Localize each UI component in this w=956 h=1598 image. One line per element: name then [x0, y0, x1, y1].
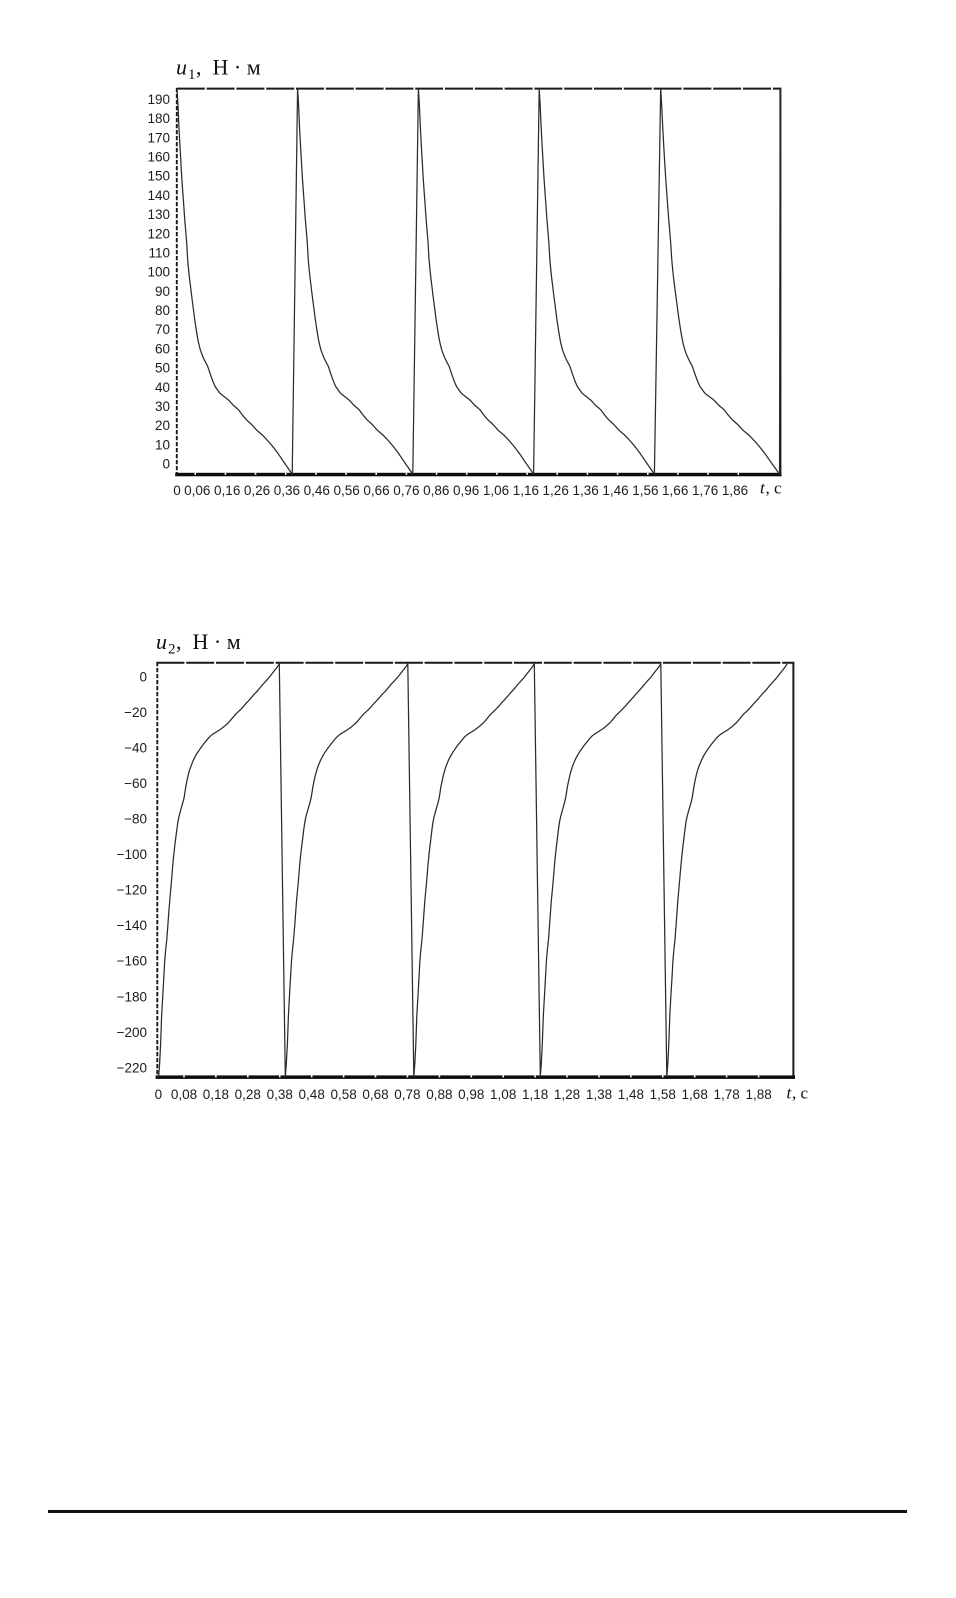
svg-text:90: 90	[155, 284, 170, 299]
svg-text:1,58: 1,58	[650, 1087, 676, 1102]
svg-text:0,98: 0,98	[458, 1087, 484, 1102]
svg-text:−100: −100	[117, 847, 147, 862]
svg-text:1,78: 1,78	[713, 1087, 739, 1102]
svg-text:0,28: 0,28	[235, 1087, 261, 1102]
svg-text:150: 150	[147, 169, 170, 184]
svg-text:1: 1	[188, 67, 196, 83]
svg-text:0,88: 0,88	[426, 1087, 452, 1102]
svg-text:0: 0	[139, 670, 147, 685]
svg-text:0,78: 0,78	[394, 1087, 420, 1102]
svg-text:40: 40	[155, 380, 170, 395]
svg-text:1,66: 1,66	[662, 483, 688, 498]
svg-text:80: 80	[155, 303, 170, 318]
svg-text:70: 70	[155, 322, 170, 337]
svg-text:0,76: 0,76	[393, 483, 419, 498]
svg-text:−220: −220	[117, 1060, 147, 1075]
svg-text:u: u	[156, 629, 167, 654]
svg-text:1,76: 1,76	[692, 483, 718, 498]
svg-text:0,16: 0,16	[214, 483, 240, 498]
svg-text:1,86: 1,86	[722, 483, 748, 498]
svg-text:t: t	[787, 1084, 793, 1103]
svg-text:60: 60	[155, 341, 170, 356]
svg-text:170: 170	[147, 130, 170, 145]
svg-text:1,28: 1,28	[554, 1087, 580, 1102]
svg-text:20: 20	[155, 418, 170, 433]
svg-text:, Н · м: , Н · м	[196, 55, 261, 80]
svg-text:, с: , с	[766, 479, 783, 498]
svg-text:1,26: 1,26	[543, 483, 569, 498]
svg-text:−180: −180	[117, 989, 147, 1004]
svg-text:0,48: 0,48	[299, 1087, 325, 1102]
svg-text:160: 160	[147, 150, 170, 165]
svg-text:0,86: 0,86	[423, 483, 449, 498]
svg-text:1,68: 1,68	[682, 1087, 708, 1102]
svg-text:, с: , с	[792, 1084, 809, 1103]
svg-text:120: 120	[147, 226, 170, 241]
svg-text:0,38: 0,38	[267, 1087, 293, 1102]
svg-text:0,96: 0,96	[453, 483, 479, 498]
svg-text:−60: −60	[124, 776, 147, 791]
svg-text:0: 0	[173, 483, 181, 498]
svg-text:u: u	[176, 55, 187, 80]
svg-text:−140: −140	[117, 918, 147, 933]
svg-text:−160: −160	[117, 954, 147, 969]
svg-text:0,08: 0,08	[171, 1087, 197, 1102]
svg-text:1,06: 1,06	[483, 483, 509, 498]
svg-text:140: 140	[147, 188, 170, 203]
svg-text:0,06: 0,06	[184, 483, 210, 498]
svg-text:−20: −20	[124, 705, 147, 720]
svg-text:0,46: 0,46	[304, 483, 330, 498]
svg-text:1,46: 1,46	[602, 483, 628, 498]
svg-text:30: 30	[155, 399, 170, 414]
svg-text:130: 130	[147, 207, 170, 222]
svg-text:0: 0	[155, 1087, 163, 1102]
svg-text:0,66: 0,66	[363, 483, 389, 498]
svg-text:0,18: 0,18	[203, 1087, 229, 1102]
svg-text:0: 0	[162, 457, 170, 472]
svg-text:−80: −80	[124, 812, 147, 827]
svg-text:1,08: 1,08	[490, 1087, 516, 1102]
svg-text:2: 2	[168, 641, 176, 657]
svg-text:0,56: 0,56	[333, 483, 359, 498]
svg-text:190: 190	[147, 92, 170, 107]
svg-text:50: 50	[155, 361, 170, 376]
svg-text:−40: −40	[124, 741, 147, 756]
svg-text:1,48: 1,48	[618, 1087, 644, 1102]
svg-text:110: 110	[148, 246, 170, 261]
svg-text:−200: −200	[117, 1025, 147, 1040]
svg-text:, Н · м: , Н · м	[176, 629, 241, 654]
svg-text:0,26: 0,26	[244, 483, 270, 498]
svg-text:t: t	[760, 479, 766, 498]
svg-text:1,36: 1,36	[572, 483, 598, 498]
svg-text:1,16: 1,16	[513, 483, 539, 498]
svg-text:1,18: 1,18	[522, 1087, 548, 1102]
svg-text:10: 10	[155, 437, 170, 452]
svg-text:100: 100	[147, 265, 170, 280]
svg-text:0,68: 0,68	[362, 1087, 388, 1102]
svg-text:0,58: 0,58	[330, 1087, 356, 1102]
svg-text:1,56: 1,56	[632, 483, 658, 498]
svg-text:0,36: 0,36	[274, 483, 300, 498]
svg-text:−120: −120	[117, 883, 147, 898]
svg-text:1,88: 1,88	[745, 1087, 771, 1102]
svg-text:1,38: 1,38	[586, 1087, 612, 1102]
svg-text:180: 180	[147, 111, 170, 126]
